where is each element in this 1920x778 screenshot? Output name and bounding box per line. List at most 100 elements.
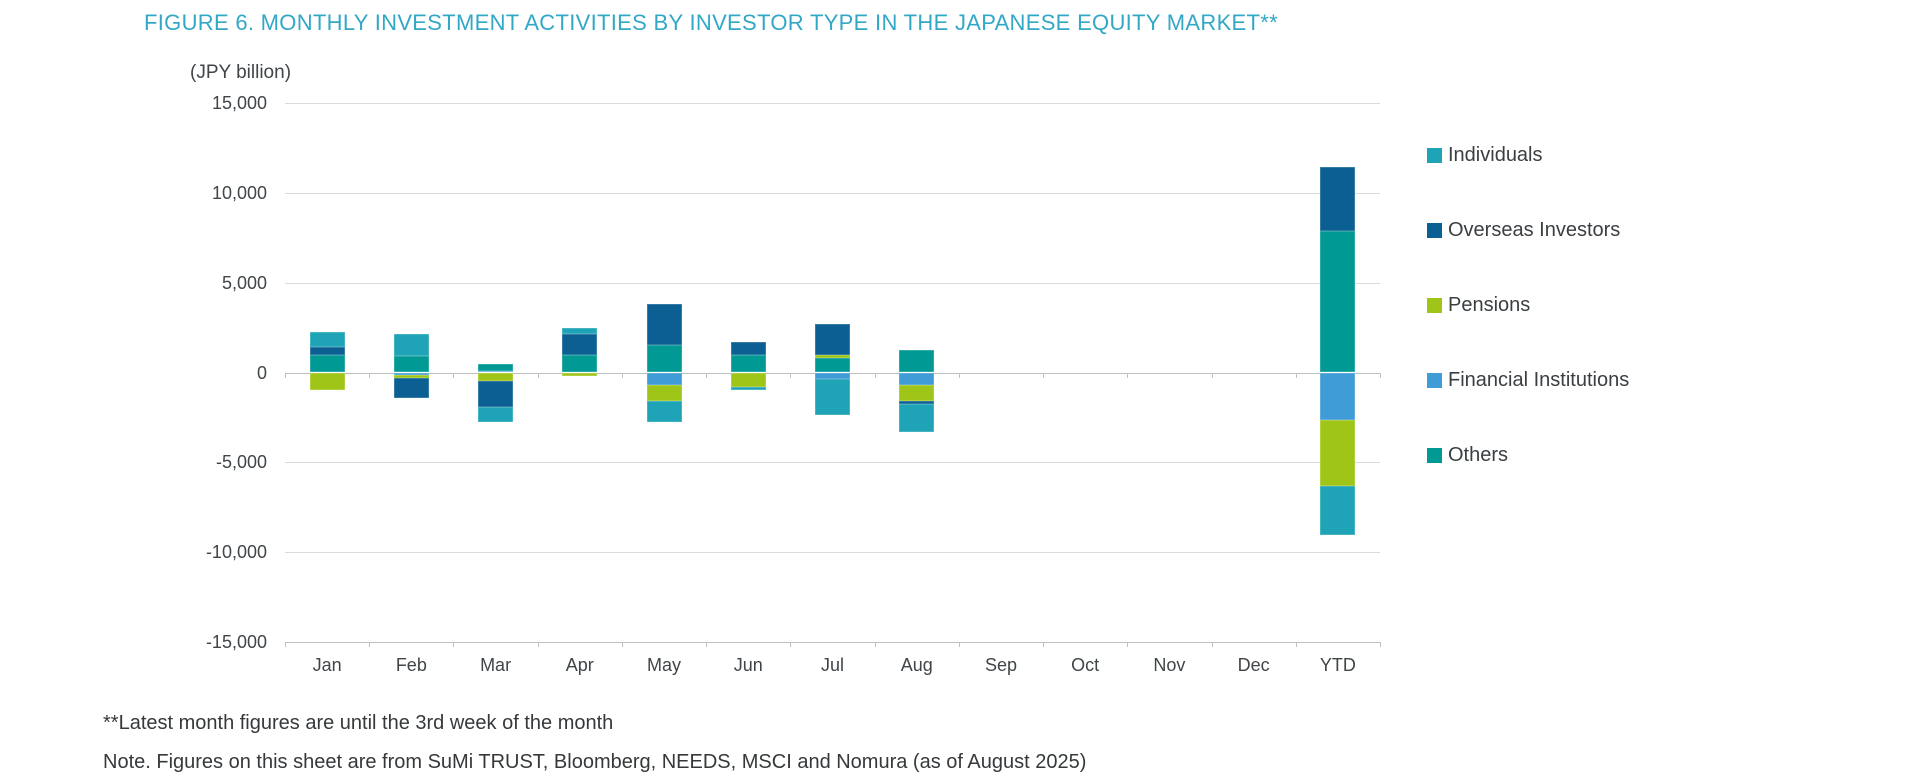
y-tick-label: 5,000 bbox=[221, 272, 267, 293]
x-label-nov: Nov bbox=[1153, 655, 1186, 675]
legend-swatch-icon bbox=[1427, 373, 1442, 388]
legend-label: Overseas Investors bbox=[1448, 219, 1621, 241]
bar-segment-mar-others bbox=[478, 364, 514, 371]
axis-tick bbox=[790, 642, 792, 647]
bar-segment-aug-individuals bbox=[899, 403, 935, 432]
bar-segment-jun-individuals bbox=[730, 386, 766, 390]
x-label-jun: Jun bbox=[733, 655, 763, 675]
x-label-ytd: YTD bbox=[1319, 655, 1356, 675]
bar-segment-aug-financial-institutions bbox=[899, 372, 935, 386]
bar-segment-jul-individuals bbox=[815, 378, 850, 415]
bar-segment-feb-others bbox=[393, 356, 429, 373]
bar-segment-ytd-individuals bbox=[1320, 485, 1356, 536]
bar-segment-jul-others bbox=[815, 358, 850, 373]
bar-segment-ytd-financial-institutions bbox=[1320, 372, 1356, 421]
bar-segment-jul-overseas-investors bbox=[815, 323, 850, 356]
axis-tick bbox=[958, 642, 960, 647]
bar-segment-jun-others bbox=[730, 355, 766, 373]
y-tick-label: 15,000 bbox=[211, 93, 267, 113]
bar-segment-may-individuals bbox=[646, 401, 682, 422]
axis-tick bbox=[1211, 372, 1213, 378]
x-axis-category-labels: Jan Feb Mar Apr May Jun Jul Aug Sep Oct Nov Dec YTD bbox=[285, 655, 1380, 679]
bar-segment-aug-pensions bbox=[899, 385, 935, 402]
bar-segment-apr-individuals bbox=[562, 327, 598, 334]
axis-tick bbox=[369, 642, 371, 647]
axis-tick bbox=[1295, 642, 1297, 647]
bar-segment-aug-overseas-investors bbox=[899, 401, 935, 404]
bar-segment-apr-overseas-investors bbox=[562, 333, 598, 355]
bar-segment-jul-pensions bbox=[815, 355, 850, 359]
gridline bbox=[285, 192, 1380, 194]
legend-item-financial-institutions: Financial Institutions bbox=[1427, 369, 1629, 392]
legend-swatch-icon bbox=[1427, 448, 1442, 463]
gridline bbox=[285, 462, 1380, 464]
footnote-source-note: Note. Figures on this sheet are from SuM… bbox=[103, 751, 1087, 773]
axis-tick bbox=[1295, 372, 1297, 378]
bar-segment-mar-individuals bbox=[478, 406, 514, 422]
axis-tick bbox=[874, 372, 876, 378]
gridline bbox=[285, 103, 1380, 104]
axis-tick bbox=[1127, 642, 1129, 647]
x-label-dec: Dec bbox=[1237, 655, 1270, 675]
x-label-feb: Feb bbox=[395, 655, 427, 675]
bar-segment-feb-financial-institutions bbox=[393, 372, 429, 376]
axis-tick bbox=[621, 642, 623, 647]
legend-item-individuals: Individuals bbox=[1427, 144, 1543, 167]
legend-label: Pensions bbox=[1448, 294, 1531, 316]
x-label-oct: Oct bbox=[1071, 655, 1100, 675]
axis-tick bbox=[285, 372, 286, 378]
legend-item-others: Others bbox=[1427, 444, 1508, 467]
bar-segment-jan-others bbox=[309, 355, 345, 373]
bar-segment-apr-others bbox=[562, 354, 598, 373]
y-axis-tick-labels: 15,000 10,000 5,000 0 -5,000 -10,000 -15,000 bbox=[120, 93, 267, 652]
bar-segment-ytd-pensions bbox=[1320, 420, 1356, 486]
axis-tick bbox=[874, 642, 876, 647]
bar-segment-jul-financial-institutions bbox=[815, 372, 850, 379]
chart-title: FIGURE 6. MONTHLY INVESTMENT ACTIVITIES … bbox=[144, 10, 1278, 35]
y-tick-label: 10,000 bbox=[211, 182, 267, 203]
x-label-apr: Apr bbox=[565, 655, 594, 675]
legend-label: Financial Institutions bbox=[1448, 369, 1630, 391]
legend-item-overseas-investors: Overseas Investors bbox=[1427, 219, 1620, 242]
axis-tick bbox=[453, 372, 455, 378]
plot-area bbox=[285, 103, 1381, 647]
axis-tick bbox=[958, 372, 960, 378]
bar-segment-may-financial-institutions bbox=[646, 372, 682, 386]
legend-swatch-icon bbox=[1427, 223, 1442, 238]
bar-segment-jun-pensions bbox=[730, 372, 766, 387]
bar-segment-ytd-others bbox=[1320, 230, 1356, 373]
bar-segment-mar-pensions bbox=[478, 372, 514, 382]
y-tick-label: -10,000 bbox=[205, 542, 267, 563]
y-tick-label: -15,000 bbox=[205, 632, 267, 652]
bar-segment-feb-individuals bbox=[393, 333, 429, 357]
axis-tick bbox=[706, 642, 708, 647]
x-label-may: May bbox=[647, 655, 682, 675]
bar-segment-apr-pensions bbox=[562, 372, 598, 377]
y-tick-label: -5,000 bbox=[215, 452, 267, 473]
gridline bbox=[285, 642, 1380, 643]
bar-segment-jun-overseas-investors bbox=[730, 341, 766, 356]
legend-swatch-icon bbox=[1427, 298, 1442, 313]
axis-tick bbox=[1043, 642, 1045, 647]
bar-segment-aug-others bbox=[899, 350, 935, 373]
bar-segment-ytd-overseas-investors bbox=[1320, 166, 1356, 231]
y-tick-label: 0 bbox=[256, 362, 267, 383]
y-axis-unit-label: (JPY billion) bbox=[190, 62, 292, 83]
bar-segment-feb-overseas-investors bbox=[393, 377, 429, 398]
x-label-mar: Mar bbox=[480, 655, 512, 675]
bar-segment-jan-individuals bbox=[309, 332, 345, 348]
x-label-sep: Sep bbox=[984, 655, 1017, 675]
axis-tick bbox=[1127, 372, 1129, 378]
bar-segment-jan-pensions bbox=[309, 372, 345, 390]
legend-item-pensions: Pensions bbox=[1427, 294, 1530, 317]
bar-segment-mar-overseas-investors bbox=[478, 381, 514, 407]
gridline bbox=[285, 282, 1380, 284]
axis-tick bbox=[537, 372, 539, 378]
axis-tick bbox=[1043, 372, 1045, 378]
axis-tick bbox=[537, 642, 539, 647]
legend-swatch-icon bbox=[1427, 148, 1442, 163]
footnote-latest-month: **Latest month figures are until the 3rd… bbox=[103, 712, 614, 734]
axis-tick bbox=[453, 642, 455, 647]
x-label-aug: Aug bbox=[900, 655, 933, 675]
